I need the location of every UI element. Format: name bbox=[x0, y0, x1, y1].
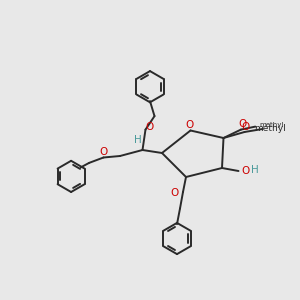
Text: O: O bbox=[185, 119, 193, 130]
Text: O: O bbox=[145, 122, 153, 132]
Text: O: O bbox=[241, 166, 249, 176]
Text: H: H bbox=[134, 135, 142, 146]
Text: O: O bbox=[170, 188, 179, 199]
Text: methyl: methyl bbox=[254, 124, 286, 134]
Text: O: O bbox=[238, 119, 246, 129]
Text: methyl: methyl bbox=[259, 122, 283, 128]
Text: O: O bbox=[99, 147, 108, 157]
Text: O: O bbox=[242, 122, 250, 133]
Text: H: H bbox=[251, 165, 259, 175]
